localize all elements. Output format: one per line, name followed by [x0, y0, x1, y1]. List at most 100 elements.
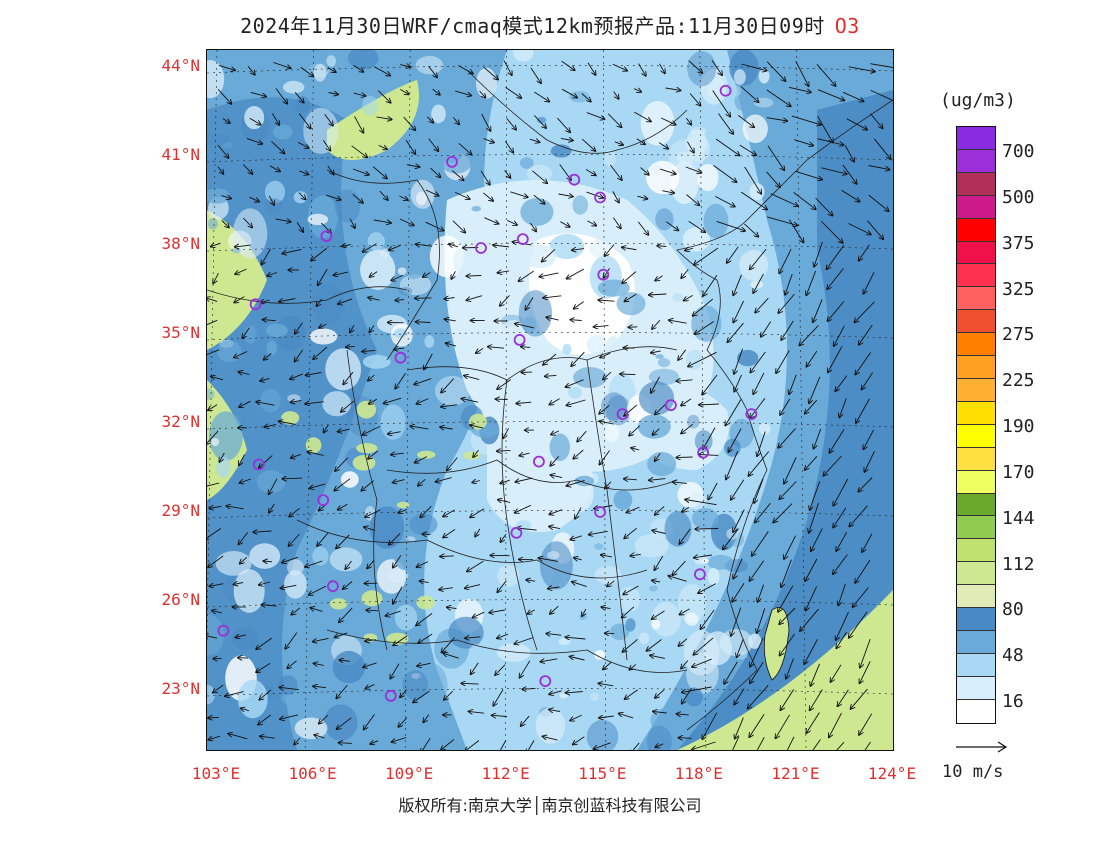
wind-arrow: [629, 742, 640, 750]
wind-arrow: [809, 503, 819, 533]
wind-arrow: [549, 527, 560, 529]
wind-arrow: [758, 584, 765, 602]
wind-arrow: [582, 608, 586, 616]
wind-arrow: [515, 504, 531, 513]
wind-arrow: [811, 528, 823, 551]
wind-arrow: [716, 220, 745, 230]
wind-arrow: [209, 584, 224, 587]
wind-arrow: [269, 503, 275, 513]
wind-arrow: [395, 300, 405, 301]
legend-swatch: [957, 356, 995, 379]
wind-arrow: [779, 481, 797, 500]
wind-arrow: [322, 140, 330, 150]
border-line: [386, 459, 678, 491]
wind-arrow: [432, 88, 440, 95]
wind-arrow: [393, 555, 402, 567]
wind-arrow: [685, 500, 717, 506]
wind-arrow: [778, 585, 794, 612]
wind-arrow: [472, 481, 481, 483]
wind-arrow: [264, 424, 277, 427]
wind-arrow: [601, 607, 611, 609]
legend-swatch: [957, 424, 995, 448]
wind-arrow: [495, 664, 506, 675]
wind-arrow: [725, 399, 742, 426]
legend-swatch: [957, 516, 995, 540]
wind-arrow: [833, 478, 849, 506]
wind-arrow: [363, 662, 377, 667]
wind-arrow: [212, 611, 222, 613]
wind-arrow: [868, 194, 889, 211]
wind-arrow: [405, 139, 415, 154]
wind-arrow: [462, 399, 479, 403]
station-marker: [384, 690, 397, 702]
wind-arrow: [247, 66, 255, 74]
wind-arrow: [780, 398, 791, 415]
wind-arrow: [676, 380, 693, 381]
wind-arrow: [314, 735, 325, 738]
wind-arrow: [539, 558, 559, 562]
wind-arrow: [816, 64, 836, 86]
wind-arrow: [354, 116, 364, 132]
wind-arrow: [394, 348, 405, 350]
wind-arrow: [680, 608, 690, 615]
wind-arrow: [226, 506, 244, 509]
wind-arrow: [732, 583, 745, 602]
wind-arrow: [549, 509, 563, 515]
longitude-tick-label: 109°E: [385, 764, 434, 783]
wind-arrow: [750, 662, 764, 683]
wind-arrow: [365, 640, 376, 642]
station-marker: [217, 624, 230, 637]
latitude-line: [207, 154, 893, 163]
wind-arrow: [726, 451, 739, 479]
wind-arrow: [622, 271, 637, 284]
wind-arrow: [207, 319, 218, 326]
wind-arrow: [368, 298, 380, 301]
wind-arrow: [678, 349, 687, 360]
wind-arrow: [732, 736, 740, 750]
wind-arrow: [838, 583, 846, 606]
wind-arrow: [812, 739, 821, 750]
wind-arrow: [457, 65, 473, 74]
border-line: [676, 99, 893, 731]
wind-arrow: [821, 167, 846, 174]
wind-arrow: [364, 527, 376, 530]
wind-arrow: [386, 610, 401, 616]
wind-arrow: [570, 320, 582, 321]
wind-arrow: [673, 482, 687, 484]
wind-arrow: [238, 372, 250, 375]
wind-arrow: [603, 662, 612, 669]
wind-arrow: [622, 247, 637, 249]
wind-arrow: [810, 689, 823, 711]
wind-arrow: [528, 610, 535, 614]
wind-arrow: [702, 712, 718, 740]
wind-arrow: [338, 429, 350, 432]
station-marker: [616, 408, 629, 421]
wind-arrow: [236, 635, 246, 638]
wind-arrow: [423, 272, 431, 278]
wind-arrow: [713, 165, 737, 182]
wind-arrow: [610, 164, 621, 180]
latitude-tick-label: 32°N: [161, 412, 200, 431]
wind-arrow: [334, 271, 349, 275]
legend-swatch: [957, 493, 995, 517]
wind-arrow: [724, 661, 738, 684]
wind-arrow: [430, 167, 441, 177]
wind-arrow: [534, 115, 546, 128]
wind-arrow: [851, 688, 868, 709]
wind-arrow: [817, 115, 833, 142]
wind-arrow: [217, 144, 229, 158]
wind-arrow: [757, 431, 766, 457]
wind-arrow: [319, 714, 329, 723]
wind-arrow: [652, 580, 661, 582]
wind-arrow: [241, 708, 250, 710]
wind-arrow: [780, 633, 795, 655]
wind-arrow: [208, 717, 219, 718]
wind-arrow: [414, 378, 432, 385]
wind-arrow: [336, 534, 350, 548]
wind-arrow: [353, 93, 366, 96]
wind-arrow: [363, 243, 377, 252]
wind-arrow: [605, 481, 612, 488]
wind-arrow: [451, 271, 455, 279]
wind-arrow: [753, 372, 765, 394]
wind-arrow: [428, 138, 439, 152]
